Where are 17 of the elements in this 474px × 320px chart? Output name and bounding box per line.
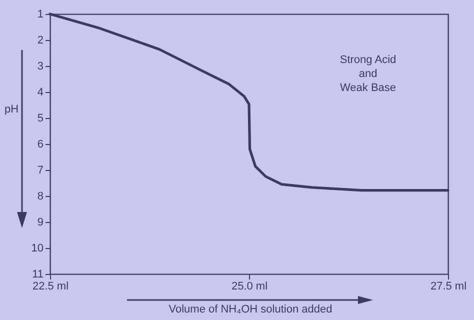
y-tick-label: 11 [32,268,44,280]
annotation: Strong Acid and Weak Base [340,54,396,94]
y-tick-label: 2 [37,34,44,46]
y-tick-label: 4 [37,86,44,98]
y-tick-label: 5 [37,112,44,124]
y-tick-label: 10 [31,242,44,254]
x-tick-label: 27.5 ml [430,280,467,292]
y-tick-label: 3 [37,60,44,72]
y-tick-label: 9 [37,216,44,228]
y-tick-label: 1 [37,8,44,20]
y-axis-title: pH [4,104,19,116]
y-tick-label: 7 [37,164,44,176]
y-tick-label: 8 [37,190,44,202]
x-axis-title: Volume of NH₄OH solution added [168,304,332,316]
x-tick-label: 25.0 ml [231,280,268,292]
y-tick-label: 6 [37,138,44,150]
x-tick-label: 22.5 ml [32,280,69,292]
